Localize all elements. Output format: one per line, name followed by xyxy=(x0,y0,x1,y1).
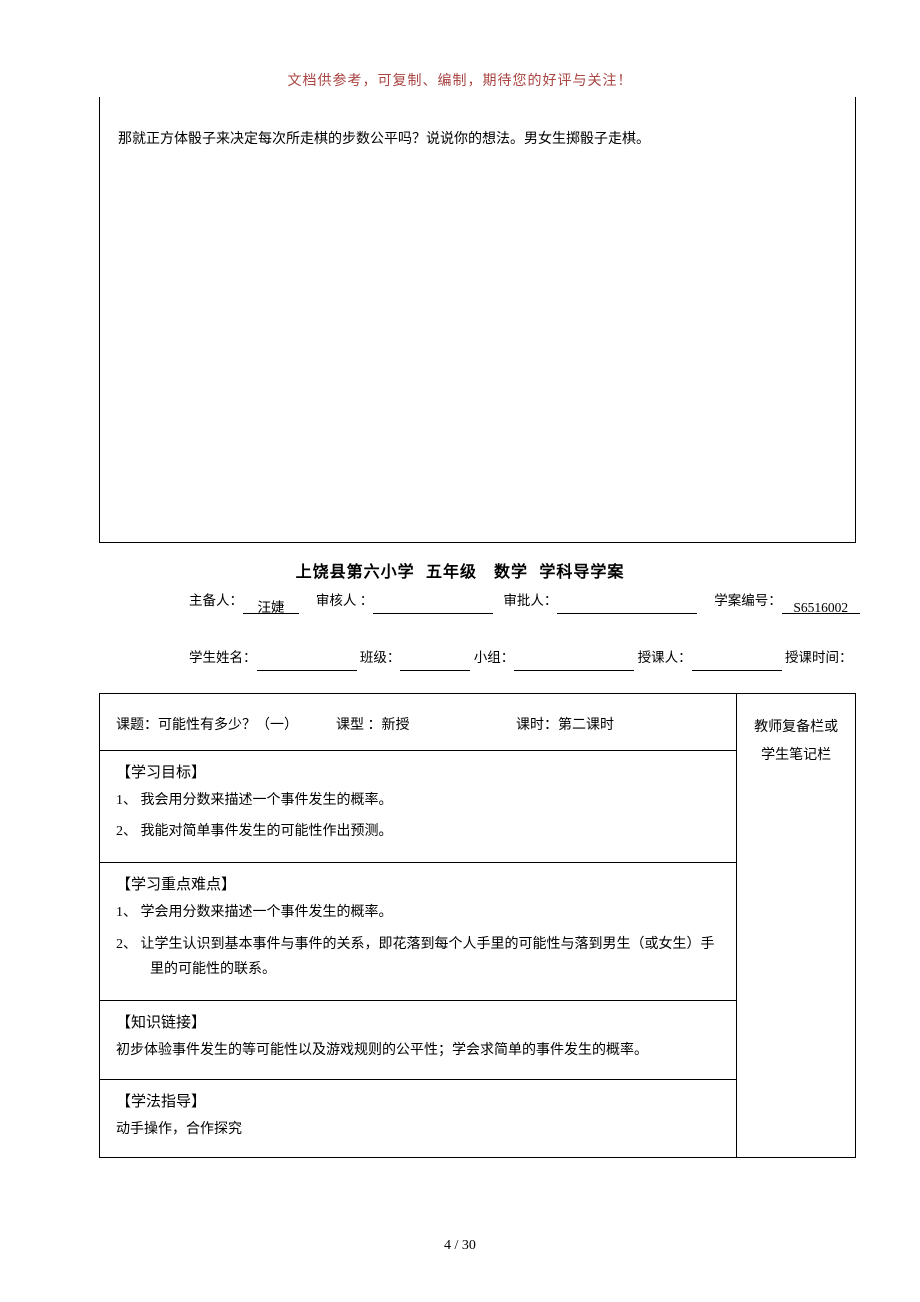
main-column: 课题：可能性有多少？（一） 课型 ：新授 课时：第二课时 【学习目标】 1、 我… xyxy=(100,694,737,1157)
title-school: 上饶县第六小学 xyxy=(296,564,415,581)
goal-item-1-text: 我会用分数来描述一个事件发生的概率。 xyxy=(141,793,393,808)
period-value: 第二课时 xyxy=(558,718,614,733)
goal-title: 【学习目标】 xyxy=(116,761,720,782)
focus-title: 【学习重点难点】 xyxy=(116,873,720,894)
preparer-label: 主备人： xyxy=(189,593,243,608)
group-label: 小组： xyxy=(474,650,515,665)
preparer-value: 汪婕 xyxy=(243,595,299,614)
goal-item-2-text: 我能对简单事件发生的可能性作出预测。 xyxy=(141,824,393,839)
lesson-plan-title: 上饶县第六小学 五年级 数学 学科导学案 xyxy=(0,558,920,582)
reviewer-blank xyxy=(373,595,493,614)
header-note: 文档供参考，可复制、编制，期待您的好评与关注！ xyxy=(0,70,920,90)
student-blank xyxy=(257,652,357,671)
goal-item-1: 1、 我会用分数来描述一个事件发生的概率。 xyxy=(116,788,720,813)
method-title: 【学法指导】 xyxy=(116,1090,720,1111)
topic-value: 可能性有多少？（一） xyxy=(158,718,298,733)
focus-item-2: 2、 让学生认识到基本事件与事件的关系，即花落到每个人手里的可能性与落到男生（或… xyxy=(116,932,720,982)
focus-item-2-text: 让学生认识到基本事件与事件的关系，即花落到每个人手里的可能性与落到男生（或女生）… xyxy=(141,937,715,977)
page-number: 4 / 30 xyxy=(0,1238,920,1254)
case-no-label: 学案编号： xyxy=(714,593,782,608)
link-title: 【知识链接】 xyxy=(116,1011,720,1032)
approver-blank xyxy=(557,595,697,614)
class-blank xyxy=(400,652,470,671)
type-label: 课型 ： xyxy=(336,718,382,733)
header-line-a: 主备人：汪婕 审核人 ： 审批人： 学案编号：S6516002 xyxy=(189,588,860,614)
teacher-label: 授课人： xyxy=(638,650,692,665)
link-text: 初步体验事件发生的等可能性以及游戏规则的公平性；学会求简单的事件发生的概率。 xyxy=(116,1038,720,1065)
student-label: 学生姓名： xyxy=(189,650,257,665)
question-text: 那就正方体骰子来决定每次所走棋的步数公平吗？说说你的想法。男女生掷骰子走棋。 xyxy=(118,132,650,147)
method-section: 【学法指导】 动手操作，合作探究 xyxy=(100,1079,736,1158)
question-box: 那就正方体骰子来决定每次所走棋的步数公平吗？说说你的想法。男女生掷骰子走棋。 xyxy=(99,97,856,543)
side-column: 教师复备栏或 学生笔记栏 xyxy=(737,694,855,1157)
link-section: 【知识链接】 初步体验事件发生的等可能性以及游戏规则的公平性；学会求简单的事件发… xyxy=(100,1000,736,1079)
case-no-value: S6516002 xyxy=(782,595,860,614)
title-subject: 数学 xyxy=(494,564,528,581)
class-label: 班级： xyxy=(360,650,401,665)
topic-row: 课题：可能性有多少？（一） 课型 ：新授 课时：第二课时 xyxy=(100,694,736,750)
focus-section: 【学习重点难点】 1、 学会用分数来描述一个事件发生的概率。 2、 让学生认识到… xyxy=(100,862,736,1000)
lesson-table: 课题：可能性有多少？（一） 课型 ：新授 课时：第二课时 【学习目标】 1、 我… xyxy=(99,693,856,1158)
method-text: 动手操作，合作探究 xyxy=(116,1117,720,1144)
title-kind: 学科导学案 xyxy=(539,564,624,581)
type-value: 新授 xyxy=(382,718,410,733)
group-blank xyxy=(514,652,634,671)
goal-item-2: 2、 我能对简单事件发生的可能性作出预测。 xyxy=(116,819,720,844)
time-label: 授课时间： xyxy=(785,650,853,665)
period-label: 课时： xyxy=(516,718,558,733)
topic-label: 课题： xyxy=(116,718,158,733)
goal-section: 【学习目标】 1、 我会用分数来描述一个事件发生的概率。 2、 我能对简单事件发… xyxy=(100,750,736,862)
teacher-blank xyxy=(692,652,782,671)
header-line-b: 学生姓名： 班级： 小组： 授课人： 授课时间： xyxy=(189,645,853,671)
title-grade: 五年级 xyxy=(426,564,477,581)
approver-label: 审批人： xyxy=(503,593,557,608)
reviewer-label: 审核人 ： xyxy=(316,593,373,608)
side-line-2: 学生笔记栏 xyxy=(737,742,855,770)
focus-item-1-text: 学会用分数来描述一个事件发生的概率。 xyxy=(141,905,393,920)
focus-item-1: 1、 学会用分数来描述一个事件发生的概率。 xyxy=(116,900,720,925)
side-line-1: 教师复备栏或 xyxy=(737,714,855,742)
